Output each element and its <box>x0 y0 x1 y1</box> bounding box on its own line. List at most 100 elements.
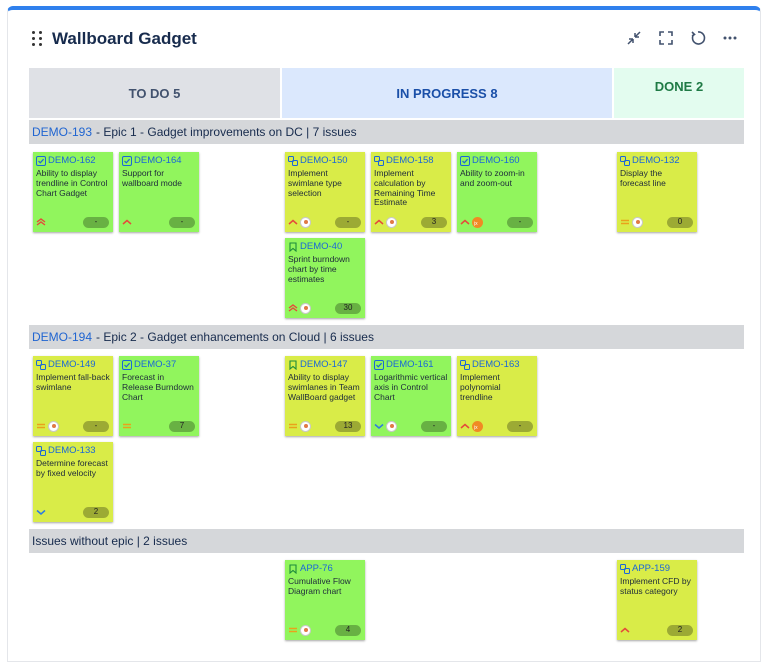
issue-card[interactable]: APP-76 Cumulative Flow Diagram chart 4 <box>285 560 365 640</box>
card-footer: 2 <box>36 506 109 518</box>
issue-summary: Implement fall-back swimlane <box>36 373 110 392</box>
issue-summary: Forecast in Release Burndown Chart <box>122 373 194 402</box>
highest-icon <box>36 217 46 227</box>
issue-card[interactable]: DEMO-133 Determine forecast by fixed velo… <box>33 442 113 522</box>
assignee-avatar <box>300 420 311 432</box>
epic-key[interactable]: DEMO-194 <box>32 330 93 344</box>
issue-key[interactable]: DEMO-160 <box>472 155 520 166</box>
issue-card[interactable]: APP-159 Implement CFD by status category 2 <box>617 560 697 640</box>
card-footer: 2 <box>620 624 693 636</box>
subtask-icon <box>288 156 298 166</box>
issue-key-row: DEMO-133 <box>36 445 110 457</box>
issue-key-row: DEMO-40 <box>288 241 362 253</box>
assignee-avatar <box>48 420 59 432</box>
assignee-avatar <box>386 216 397 228</box>
task-icon <box>122 360 132 370</box>
high-icon <box>460 217 470 227</box>
issue-card[interactable]: DEMO-163 Implement polynomial trendline jx… <box>457 356 537 436</box>
issue-key-row: DEMO-149 <box>36 359 110 371</box>
issue-summary: Ability to display trendline in Control … <box>36 169 108 198</box>
issue-key[interactable]: DEMO-37 <box>134 359 177 370</box>
estimate-badge: 7 <box>169 420 195 432</box>
card-footer: - <box>374 420 447 432</box>
issue-key[interactable]: DEMO-132 <box>632 155 680 166</box>
story-icon <box>288 564 298 574</box>
issue-card[interactable]: DEMO-149 Implement fall-back swimlane - <box>33 356 113 436</box>
issue-card[interactable]: DEMO-150 Implement swimlane type selectio… <box>285 152 365 232</box>
no-epic-swimlane[interactable]: Issues without epic | 2 issues <box>29 529 744 553</box>
gadget-title: Wallboard Gadget <box>52 29 197 48</box>
estimate-badge: - <box>421 420 447 432</box>
epic-swimlane-1[interactable]: DEMO-193 - Epic 1 - Gadget improvements … <box>29 120 744 144</box>
subtask-icon <box>460 360 470 370</box>
low-icon <box>36 507 46 517</box>
issue-card[interactable]: DEMO-132 Display the forecast line 0 <box>617 152 697 232</box>
issue-card[interactable]: DEMO-158 Implement calculation by Remaini… <box>371 152 451 232</box>
card-footer: 13 <box>288 420 361 432</box>
medium-icon <box>122 421 132 431</box>
issue-card[interactable]: DEMO-37 Forecast in Release Burndown Char… <box>119 356 199 436</box>
issue-key-row: APP-76 <box>288 563 362 575</box>
high-icon <box>122 217 132 227</box>
card-footer: 3 <box>374 216 447 228</box>
estimate-badge: - <box>335 216 361 228</box>
medium-icon <box>620 217 630 227</box>
issue-key-row: DEMO-132 <box>620 155 694 167</box>
card-footer: jx - <box>460 420 533 432</box>
estimate-badge: 2 <box>83 506 109 518</box>
high-icon <box>288 217 298 227</box>
estimate-badge: - <box>169 216 195 228</box>
column-header-done: DONE 2 <box>614 68 744 118</box>
issue-key[interactable]: DEMO-163 <box>472 359 520 370</box>
issue-key[interactable]: DEMO-150 <box>300 155 348 166</box>
epic-swimlane-2[interactable]: DEMO-194 - Epic 2 - Gadget enhancements … <box>29 325 744 349</box>
more-actions-icon[interactable] <box>720 28 740 48</box>
issue-key[interactable]: APP-76 <box>300 563 333 574</box>
issue-card[interactable]: DEMO-40 Sprint burndown chart by time est… <box>285 238 365 318</box>
low-icon <box>374 421 384 431</box>
issue-summary: Sprint burndown chart by time estimates <box>288 255 350 284</box>
issue-key[interactable]: DEMO-158 <box>386 155 434 166</box>
issue-summary: Implement CFD by status category <box>620 577 691 596</box>
card-footer: - <box>288 216 361 228</box>
issue-summary: Support for wallboard mode <box>122 169 183 188</box>
estimate-badge: 2 <box>667 624 693 636</box>
estimate-badge: - <box>507 420 533 432</box>
estimate-badge: 3 <box>421 216 447 228</box>
issue-card[interactable]: DEMO-160 Ability to zoom-in and zoom-out j… <box>457 152 537 232</box>
assignee-avatar <box>300 624 311 636</box>
story-icon <box>288 242 298 252</box>
issue-key[interactable]: APP-159 <box>632 563 671 574</box>
minimize-icon[interactable] <box>624 28 644 48</box>
issue-key-row: DEMO-164 <box>122 155 196 167</box>
issue-card[interactable]: DEMO-147 Ability to display swimlanes in … <box>285 356 365 436</box>
card-footer: jx - <box>460 216 533 228</box>
issue-card[interactable]: DEMO-161 Logarithmic vertical axis in Con… <box>371 356 451 436</box>
issue-key[interactable]: DEMO-147 <box>300 359 348 370</box>
card-footer: 0 <box>620 216 693 228</box>
fullscreen-icon[interactable] <box>656 28 676 48</box>
issue-key[interactable]: DEMO-40 <box>300 241 343 252</box>
issue-key[interactable]: DEMO-149 <box>48 359 96 370</box>
issue-key[interactable]: DEMO-133 <box>48 445 96 456</box>
estimate-badge: 4 <box>335 624 361 636</box>
medium-icon <box>36 421 46 431</box>
drag-handle-icon[interactable] <box>32 31 44 47</box>
issue-key[interactable]: DEMO-164 <box>134 155 182 166</box>
epic-title: - Epic 1 - Gadget improvements on DC | 7… <box>96 125 357 139</box>
issue-card[interactable]: DEMO-164 Support for wallboard mode - <box>119 152 199 232</box>
issue-summary: Implement calculation by Remaining Time … <box>374 169 436 208</box>
epic-key[interactable]: DEMO-193 <box>32 125 93 139</box>
issue-card[interactable]: DEMO-162 Ability to display trendline in … <box>33 152 113 232</box>
issue-summary: Determine forecast by fixed velocity <box>36 459 108 478</box>
card-footer: 30 <box>288 302 361 314</box>
issue-key[interactable]: DEMO-161 <box>386 359 434 370</box>
issue-summary: Ability to zoom-in and zoom-out <box>460 169 525 188</box>
medium-icon <box>288 421 298 431</box>
subtask-icon <box>620 564 630 574</box>
issue-summary: Logarithmic vertical axis in Control Cha… <box>374 373 448 402</box>
issue-key[interactable]: DEMO-162 <box>48 155 96 166</box>
task-icon <box>122 156 132 166</box>
assignee-avatar: jx <box>472 420 483 432</box>
refresh-icon[interactable] <box>688 28 708 48</box>
